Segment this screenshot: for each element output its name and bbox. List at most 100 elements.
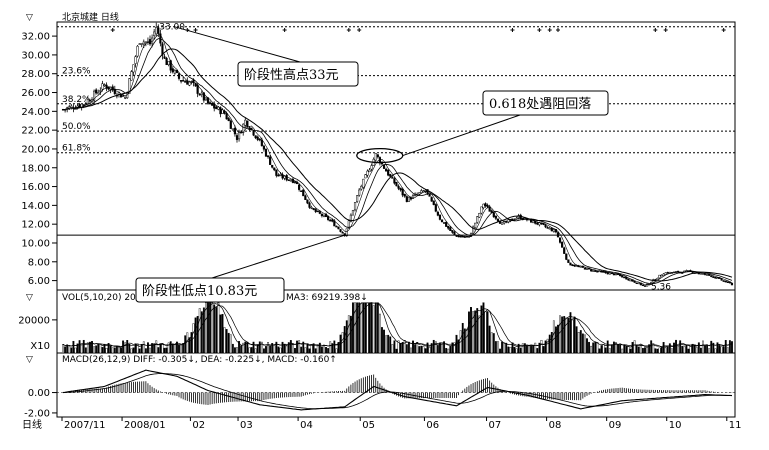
candle-body (411, 195, 415, 199)
macd-tick-label: 0.00 (28, 388, 50, 399)
candle-body (579, 266, 582, 268)
volume-label: VOL(5,10,20) 2096 (62, 293, 148, 303)
candle-body (153, 31, 156, 37)
callout-low-line (211, 234, 345, 279)
volume-bar (623, 344, 626, 354)
volume-bar (681, 345, 684, 354)
volume-bar (526, 345, 528, 354)
volume-bar (124, 342, 127, 354)
candle-body (478, 213, 481, 218)
volume-bar (670, 348, 673, 354)
volume-bar (219, 314, 222, 354)
volume-bar (95, 345, 98, 354)
volume-bar (461, 322, 464, 354)
candle-body (136, 45, 139, 57)
x-tick-label: 11 (729, 420, 742, 431)
high-value-marker: 33.00 (159, 23, 185, 33)
volume-bar (540, 339, 543, 354)
volume-bar (569, 312, 572, 354)
candle-body (633, 280, 636, 283)
volume-bar (356, 302, 359, 354)
macd-panel: 0.00 -2.00 (24, 369, 735, 419)
candle-body (258, 138, 261, 141)
volume-bar (706, 345, 709, 354)
volume-bar (432, 339, 435, 354)
candle-body (459, 235, 462, 238)
candle-body (124, 97, 127, 99)
candle-body (198, 93, 201, 96)
macd-tab-marker: ▽ (26, 355, 33, 365)
volume-bar (559, 315, 561, 354)
volume-bar (109, 345, 112, 354)
volume-bar (366, 302, 369, 354)
event-marker (510, 28, 515, 32)
volume-bar (229, 334, 232, 354)
candle-body (200, 92, 203, 95)
volume-bar (115, 345, 118, 354)
volume-bar (372, 305, 375, 354)
candle-body (697, 272, 700, 275)
candle-body (165, 57, 168, 66)
candle-body (391, 177, 394, 179)
candle-body (486, 204, 489, 207)
volume-bar (242, 342, 245, 354)
volume-bar (600, 345, 603, 354)
volume-bar (573, 316, 576, 354)
candle-body (590, 269, 593, 272)
volume-bar (513, 346, 516, 354)
volume-bar (298, 340, 301, 354)
event-marker (110, 28, 115, 32)
volume-bar (646, 346, 648, 354)
volume-bar (397, 340, 400, 354)
candle-body (393, 178, 396, 184)
volume-bar (492, 333, 495, 354)
volume-bar (364, 302, 367, 354)
volume-bar (710, 340, 713, 354)
candle-body (273, 167, 276, 171)
volume-bar (412, 340, 414, 354)
volume-bar (523, 343, 526, 354)
candle-body (716, 277, 719, 279)
volume-bar (91, 341, 93, 354)
volume-bar (262, 348, 265, 354)
fib-label: 61.8% (62, 144, 91, 154)
volume-bar (399, 342, 402, 354)
volume-bar (105, 348, 108, 354)
corner-label[interactable]: 日线 (22, 418, 42, 431)
candle-body (291, 178, 294, 183)
macd-dea-line (62, 373, 733, 410)
candle-body (308, 202, 311, 208)
candle-body (449, 227, 452, 231)
x-tick-label: 04 (300, 420, 313, 431)
volume-bar (592, 342, 595, 354)
candle-body (335, 225, 338, 228)
volume-bar (515, 348, 518, 354)
volume-bar (579, 330, 582, 354)
volume-bar (202, 307, 205, 354)
candle-body (366, 170, 369, 176)
candle-body (710, 275, 713, 277)
volume-bar (381, 327, 383, 354)
candle-body (196, 84, 199, 94)
x-tick-label: 02 (192, 420, 205, 431)
volume-bar (403, 340, 406, 354)
volume-bars: 20000 X10 (18, 302, 733, 354)
candle-body (606, 272, 609, 275)
volume-bar (434, 341, 437, 354)
candle-body (544, 224, 547, 228)
candle-body (322, 214, 326, 217)
candle-body (451, 230, 454, 233)
y-tick-label: 24.00 (21, 107, 50, 118)
volume-bar (509, 346, 512, 354)
annotation-low: 阶段性低点10.83元 (135, 234, 345, 303)
candle-body (480, 206, 483, 214)
callout-resist-box (482, 90, 609, 116)
candle-body (546, 227, 549, 229)
candle-body (368, 169, 371, 173)
y-tick-label: 22.00 (21, 126, 50, 137)
candle-body (585, 268, 589, 270)
volume-bar (159, 343, 162, 354)
macd-diff-line (62, 369, 733, 411)
candle-body (140, 43, 143, 45)
volume-bar (142, 341, 145, 354)
